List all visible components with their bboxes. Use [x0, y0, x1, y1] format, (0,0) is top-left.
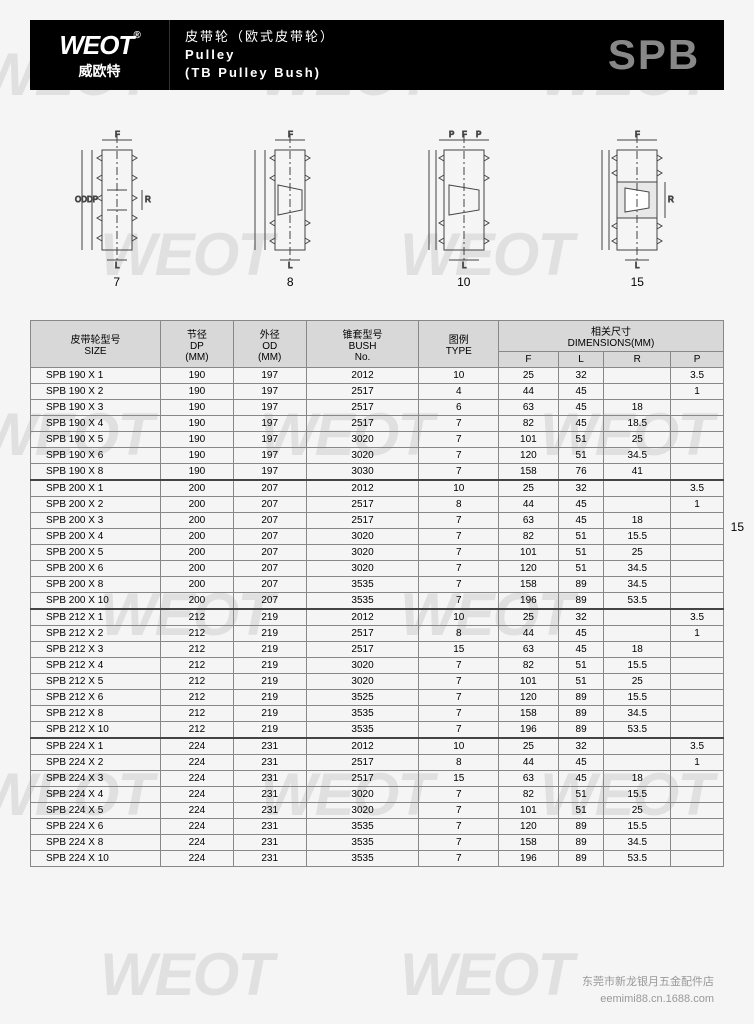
th-dp: 节径 DP (MM) — [161, 321, 234, 368]
svg-text:OD: OD — [75, 195, 87, 204]
table-row: SPB 190 X 21901972517444451 — [31, 384, 724, 400]
title-en2: (TB Pulley Bush) — [185, 64, 569, 82]
product-code: SPB — [584, 20, 724, 90]
table-row: SPB 224 X 422423130207825115.5 — [31, 787, 724, 803]
table-row: SPB 212 X 22122192517844451 — [31, 626, 724, 642]
svg-text:L: L — [288, 261, 293, 270]
table-row: SPB 200 X 22002072517844451 — [31, 497, 724, 513]
th-od: 外径 OD (MM) — [233, 321, 306, 368]
diagram-15: F R L 15 — [577, 120, 697, 300]
svg-text:L: L — [462, 261, 467, 270]
diagram-8: F L 8 — [230, 120, 350, 300]
title-en1: Pulley — [185, 46, 569, 64]
th-p: P — [671, 352, 724, 368]
th-size: 皮带轮型号 SIZE — [31, 321, 161, 368]
table-row: SPB 190 X 319019725176634518 — [31, 400, 724, 416]
table-row: SPB 212 X 5212219302071015125 — [31, 674, 724, 690]
table-row: SPB 224 X 6224231353571208915.5 — [31, 819, 724, 835]
th-l: L — [558, 352, 604, 368]
logo-main: WEOT® — [59, 30, 139, 61]
title-cn: 皮带轮（欧式皮带轮） — [185, 28, 569, 46]
diagram-row: F OD DP R L 7 — [30, 120, 724, 300]
table-row: SPB 224 X 5224231302071015125 — [31, 803, 724, 819]
spec-table: 皮带轮型号 SIZE 节径 DP (MM) 外径 OD (MM) 锥套型号 BU… — [30, 320, 724, 867]
table-row: SPB 200 X 420020730207825115.5 — [31, 529, 724, 545]
table-row: SPB 200 X 10200207353571968953.5 — [31, 593, 724, 610]
svg-text:P: P — [449, 130, 454, 139]
page-number: 15 — [731, 520, 744, 534]
table-row: SPB 200 X 5200207302071015125 — [31, 545, 724, 561]
table-row: SPB 224 X 3224231251715634518 — [31, 771, 724, 787]
diagram-10: P F P L 10 — [404, 120, 524, 300]
header-bar: WEOT® 威欧特 皮带轮（欧式皮带轮） Pulley (TB Pulley B… — [30, 20, 724, 90]
table-row: SPB 212 X 3212219251715634518 — [31, 642, 724, 658]
table-row: SPB 224 X 22242312517844451 — [31, 755, 724, 771]
footer-watermark: 东莞市新龙银月五金配件店 eemimi88.cn.1688.com — [582, 974, 714, 1009]
table-row: SPB 190 X 6190197302071205134.5 — [31, 448, 724, 464]
svg-text:L: L — [115, 261, 120, 270]
table-row: SPB 190 X 119019720121025323.5 — [31, 368, 724, 384]
table-row: SPB 200 X 8200207353571588934.5 — [31, 577, 724, 593]
th-type: 图例 TYPE — [419, 321, 499, 368]
svg-text:P: P — [476, 130, 481, 139]
table-row: SPB 190 X 8190197303071587641 — [31, 464, 724, 481]
th-dims: 相关尺寸 DIMENSIONS(MM) — [499, 321, 724, 352]
svg-text:F: F — [635, 130, 640, 139]
table-row: SPB 212 X 6212219352571208915.5 — [31, 690, 724, 706]
svg-text:L: L — [635, 261, 640, 270]
svg-text:F: F — [462, 130, 467, 139]
table-row: SPB 190 X 419019725177824518.5 — [31, 416, 724, 432]
table-row: SPB 224 X 10224231353571968953.5 — [31, 851, 724, 867]
table-row: SPB 200 X 320020725177634518 — [31, 513, 724, 529]
table-row: SPB 224 X 122423120121025323.5 — [31, 738, 724, 755]
svg-text:R: R — [145, 195, 151, 204]
title-box: 皮带轮（欧式皮带轮） Pulley (TB Pulley Bush) — [170, 20, 584, 90]
logo-sub: 威欧特 — [79, 61, 121, 81]
th-r: R — [604, 352, 671, 368]
table-row: SPB 224 X 8224231353571588934.5 — [31, 835, 724, 851]
diagram-7: F OD DP R L 7 — [57, 120, 177, 300]
th-bush: 锥套型号 BUSH No. — [306, 321, 419, 368]
logo-box: WEOT® 威欧特 — [30, 20, 170, 90]
th-f: F — [499, 352, 559, 368]
table-row: SPB 212 X 10212219353571968953.5 — [31, 722, 724, 739]
table-row: SPB 190 X 5190197302071015125 — [31, 432, 724, 448]
table-row: SPB 212 X 121221920121025323.5 — [31, 609, 724, 626]
svg-text:F: F — [288, 130, 293, 139]
svg-text:F: F — [115, 130, 120, 139]
table-row: SPB 212 X 421221930207825115.5 — [31, 658, 724, 674]
svg-text:R: R — [668, 195, 674, 204]
table-row: SPB 200 X 6200207302071205134.5 — [31, 561, 724, 577]
table-row: SPB 200 X 120020720121025323.5 — [31, 480, 724, 497]
svg-text:DP: DP — [87, 195, 98, 204]
table-row: SPB 212 X 8212219353571588934.5 — [31, 706, 724, 722]
